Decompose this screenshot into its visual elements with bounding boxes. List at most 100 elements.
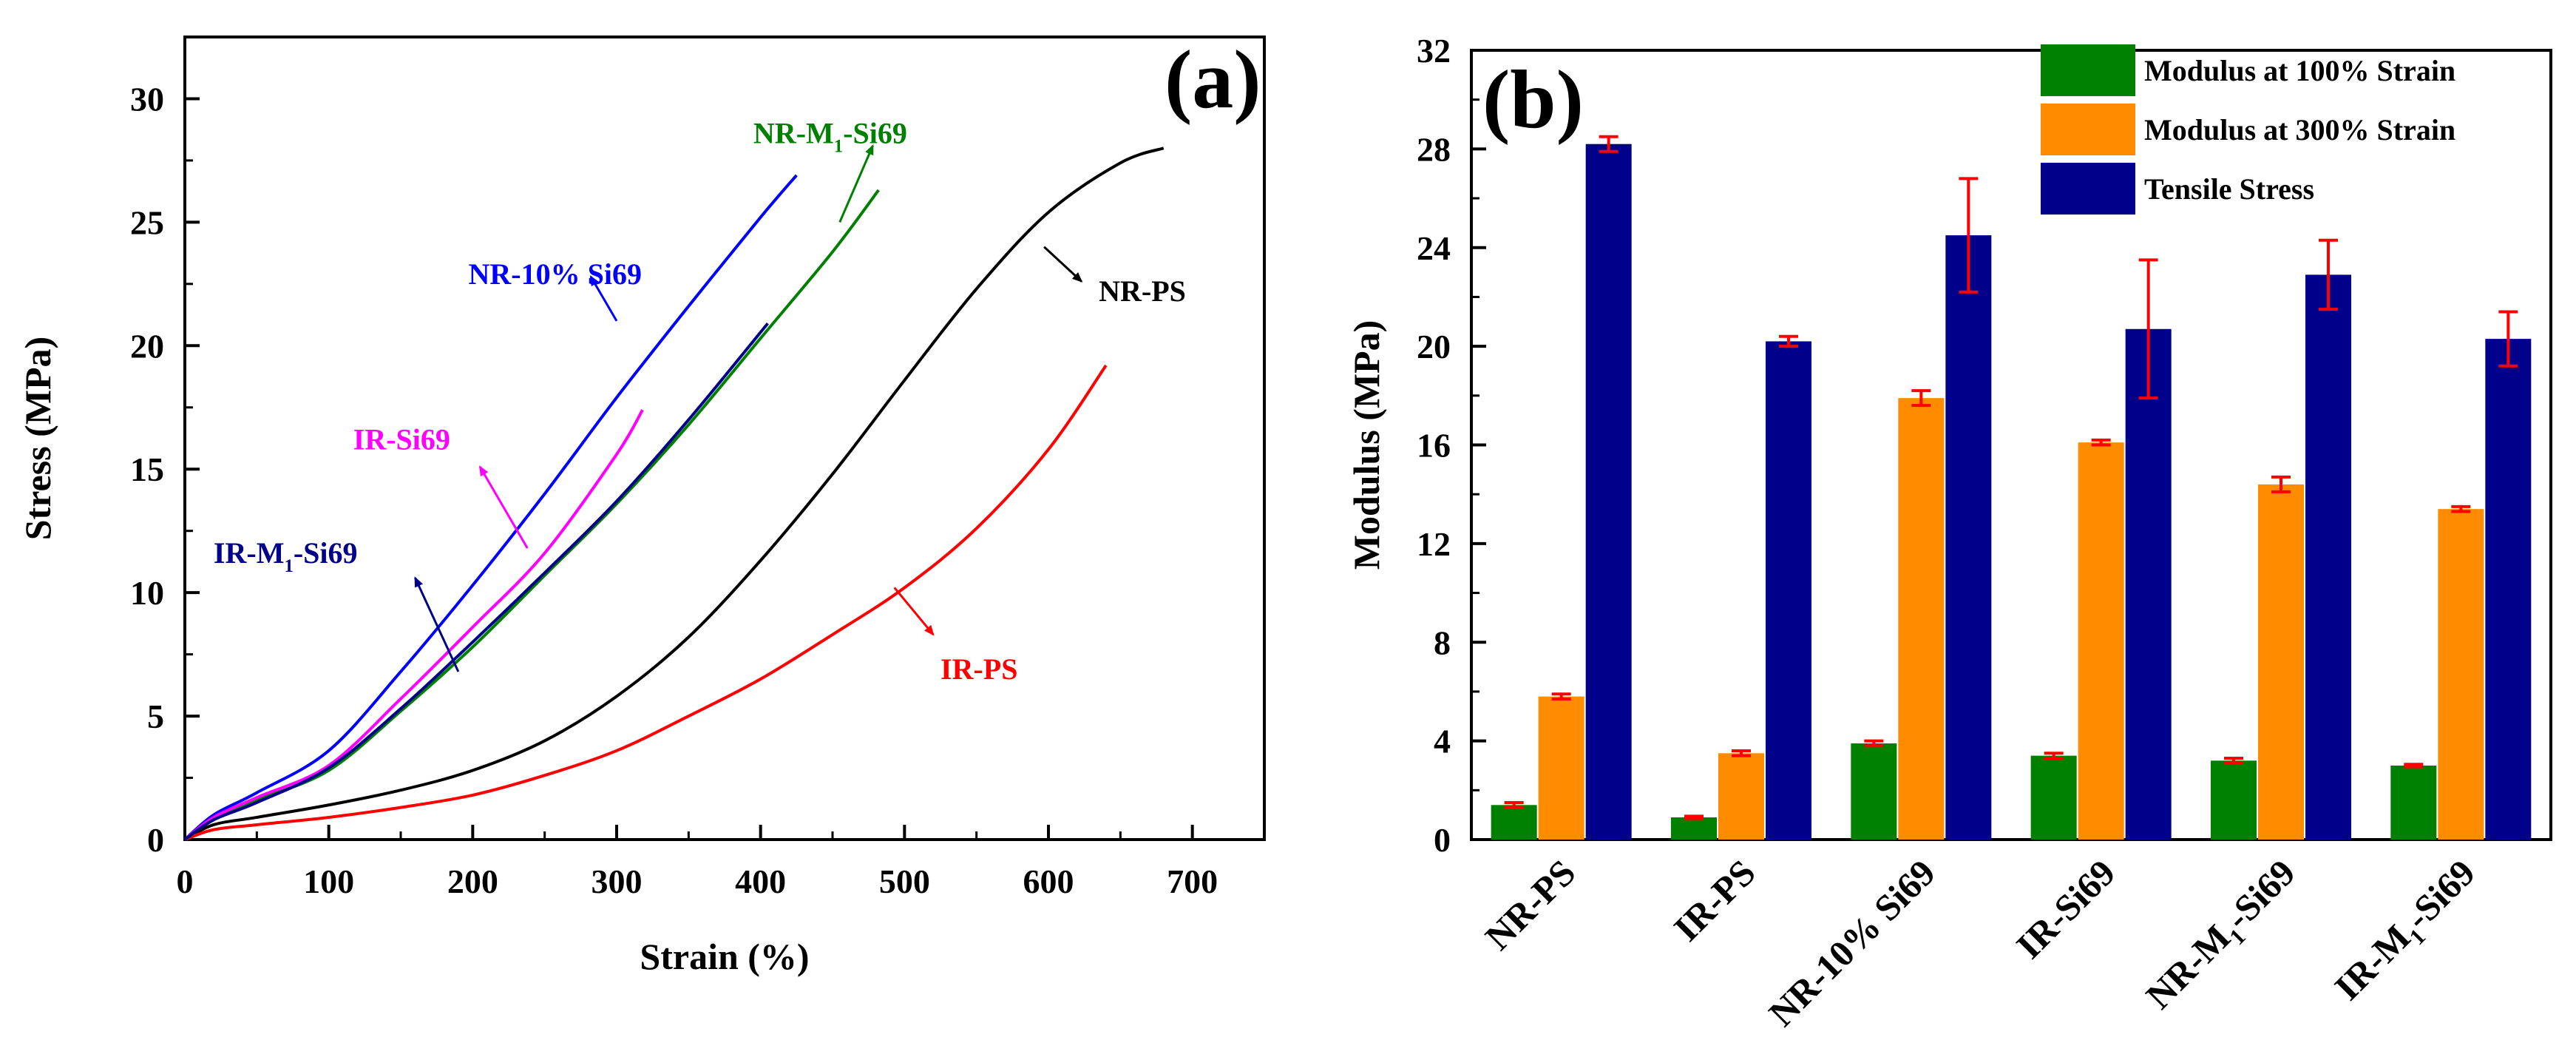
error-bar <box>1732 749 1751 757</box>
x-tick-label: 500 <box>879 862 930 900</box>
error-bar <box>1599 135 1619 153</box>
x-tick-label: 100 <box>303 862 354 900</box>
bar-tensile-stress-ir-ps <box>1766 341 1811 840</box>
plot-frame <box>183 36 1266 841</box>
error-bar <box>2224 756 2243 765</box>
bar-tensile-stress-nr-ps <box>1585 144 1632 840</box>
annotation-nr-10-si69-main: NR-10% Si69 <box>468 257 641 291</box>
annotation-ir-ps-main: IR-PS <box>940 652 1017 686</box>
legend-swatch-modulus-at-100-strain <box>2041 44 2135 96</box>
x-category-label-main: NR-10% Si69 <box>1760 851 1943 1034</box>
x-category-label-suffix: -Si69 <box>2397 851 2483 937</box>
error-bar <box>2271 475 2291 493</box>
annotation-ir-m-si69-suffix: -Si69 <box>294 536 358 570</box>
bar-modulus-at-100-strain-nr-10-si69 <box>1851 743 1897 840</box>
bar-modulus-at-100-strain-nr-m-si69 <box>2211 760 2257 840</box>
annotation-arrow <box>589 275 618 322</box>
annotation-arrow <box>1043 246 1083 283</box>
y-axis-title: Stress (MPa) <box>17 337 58 540</box>
annotation-ir-m-si69-main: IR-M <box>214 536 285 570</box>
legend-swatch-modulus-at-300-strain <box>2041 104 2135 155</box>
annotation-arrow <box>893 587 935 636</box>
bar-modulus-at-300-strain-ir-m-si69 <box>2438 509 2484 840</box>
x-tick-label: 400 <box>735 862 786 900</box>
error-bar <box>2404 763 2424 769</box>
error-bar <box>1959 177 1979 294</box>
y-tick-label: 10 <box>130 574 164 612</box>
curve-ir-m1-si69 <box>183 322 769 841</box>
annotation-ir-ps: IR-PS <box>940 652 1017 686</box>
panel-label-a: (a) <box>1165 34 1261 126</box>
y-tick-label: 8 <box>1434 624 1451 661</box>
annotation-arrow <box>478 465 529 549</box>
x-category-label-main: IR-Si69 <box>2008 851 2123 967</box>
error-bar <box>2091 438 2111 447</box>
x-category-label: IR-M1-Si69 <box>2326 851 2487 1012</box>
annotation-ir-si69-main: IR-Si69 <box>353 423 450 456</box>
bar-modulus-at-100-strain-ir-ps <box>1671 817 1717 840</box>
annotation-arrow <box>838 144 874 223</box>
y-tick-label: 25 <box>130 203 164 241</box>
annotation-ir-m-si69-subscript: 1 <box>284 556 293 576</box>
curve-nr-ps <box>184 146 1165 841</box>
y-tick-label: 24 <box>1417 229 1451 267</box>
bar-modulus-at-100-strain-nr-ps <box>1491 805 1537 840</box>
x-category-label: IR-Si69 <box>2008 851 2123 967</box>
panel-label-b: (b) <box>1482 54 1584 146</box>
error-bar <box>1551 692 1571 701</box>
bar-tensile-stress-nr-10-si69 <box>1945 235 1992 840</box>
curve-nr-10-si69 <box>183 174 798 841</box>
legend-swatch-tensile-stress <box>2041 163 2135 215</box>
annotation-nr-10-si69: NR-10% Si69 <box>468 257 641 291</box>
curve-nr-m1-si69 <box>183 189 880 841</box>
error-bar <box>1779 334 1798 348</box>
annotation-nr-ps: NR-PS <box>1099 274 1186 308</box>
curve-ir-si69 <box>183 409 644 841</box>
error-bar <box>2451 504 2471 513</box>
bar-modulus-at-300-strain-nr-m-si69 <box>2258 484 2304 840</box>
x-tick-label: 0 <box>177 862 194 900</box>
bar-modulus-at-300-strain-nr-ps <box>1538 696 1584 840</box>
bar-tensile-stress-nr-m-si69 <box>2305 274 2351 840</box>
bar-modulus-at-300-strain-ir-ps <box>1718 753 1764 840</box>
annotation-nr-m-si69: NR-M1-Si69 <box>753 117 907 157</box>
bar-tensile-stress-ir-si69 <box>2125 328 2172 840</box>
annotation-nr-m-si69-suffix: -Si69 <box>843 117 907 150</box>
error-bar <box>2498 310 2518 368</box>
annotation-nr-ps-main: NR-PS <box>1099 274 1186 308</box>
x-category-label-main: NR-PS <box>1477 851 1584 958</box>
bar-modulus-at-100-strain-ir-m-si69 <box>2390 765 2437 840</box>
plot-frame <box>1470 49 2552 841</box>
x-axis-title: Strain (%) <box>640 936 809 977</box>
x-category-label: NR-PS <box>1477 851 1584 958</box>
y-axis-title: Modulus (MPa) <box>1346 320 1387 570</box>
legend-label-tensile-stress: Tensile Stress <box>2144 172 2314 206</box>
x-category-label-main: IR-M <box>2326 916 2418 1008</box>
annotation-arrow <box>414 576 460 672</box>
y-tick-label: 5 <box>147 698 164 735</box>
error-bar <box>2044 752 2064 760</box>
y-tick-label: 15 <box>130 450 164 488</box>
legend: Modulus at 100% Strain Modulus at 300% St… <box>2041 44 2455 215</box>
error-bar <box>1504 800 1524 809</box>
x-category-label-main: IR-PS <box>1666 851 1763 949</box>
y-tick-label: 0 <box>1434 821 1451 859</box>
legend-label-modulus-at-100-strain: Modulus at 100% Strain <box>2144 54 2455 87</box>
y-tick-label: 12 <box>1417 525 1451 563</box>
x-tick-label: 300 <box>592 862 643 900</box>
y-tick-label: 20 <box>130 327 164 365</box>
y-tick-label: 30 <box>130 80 164 118</box>
y-tick-label: 28 <box>1417 130 1451 168</box>
x-category-label-main: NR-M <box>2138 916 2238 1017</box>
annotation-nr-m-si69-subscript: 1 <box>834 137 843 157</box>
curve-ir-ps <box>184 364 1108 841</box>
bar-modulus-at-300-strain-nr-10-si69 <box>1898 398 1945 840</box>
annotation-nr-m-si69-main: NR-M <box>753 117 834 150</box>
annotation-ir-m-si69: IR-M1-Si69 <box>214 536 358 576</box>
y-tick-label: 32 <box>1417 32 1451 70</box>
x-category-label: NR-10% Si69 <box>1760 851 1943 1034</box>
error-bar <box>2319 238 2338 311</box>
x-category-label: IR-PS <box>1666 851 1763 949</box>
x-category-label: NR-M1-Si69 <box>2138 851 2307 1021</box>
x-tick-label: 700 <box>1167 862 1218 900</box>
